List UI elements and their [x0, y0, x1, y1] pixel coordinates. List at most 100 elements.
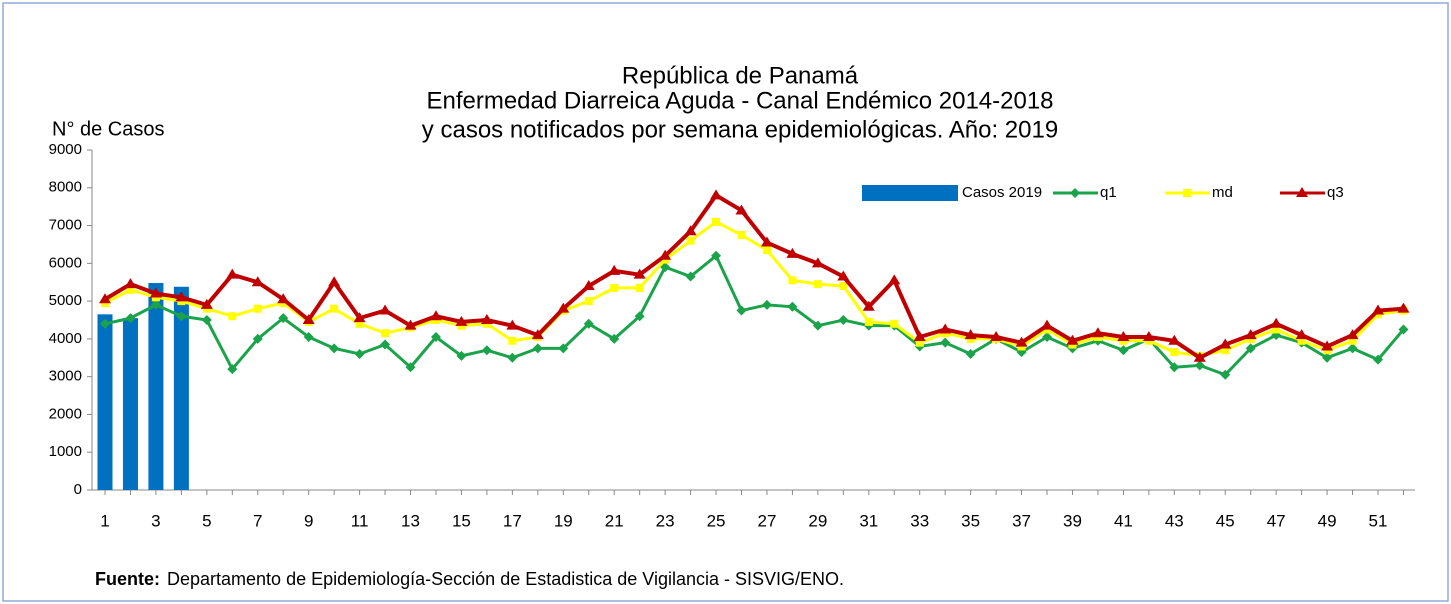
- x-tick-label: 23: [656, 511, 675, 530]
- marker: [609, 333, 620, 344]
- legend-swatch: [862, 185, 958, 201]
- x-tick-label: 19: [554, 511, 573, 530]
- marker: [253, 304, 262, 313]
- marker: [1193, 351, 1206, 362]
- marker: [839, 282, 848, 290]
- marker: [277, 293, 290, 304]
- marker: [302, 314, 315, 324]
- marker: [380, 339, 391, 350]
- marker: [455, 315, 468, 326]
- x-tick-label: 13: [401, 511, 420, 530]
- x-tick-label: 33: [910, 511, 929, 530]
- marker: [379, 304, 392, 315]
- marker: [736, 305, 747, 316]
- chart-title: Enfermedad Diarreica Aguda - Canal Endém…: [426, 87, 1053, 114]
- marker: [149, 287, 162, 298]
- marker: [558, 343, 569, 354]
- x-tick-label: 17: [503, 511, 522, 530]
- legend-label: q3: [1327, 184, 1344, 201]
- marker: [684, 225, 697, 236]
- y-tick-label: 0: [74, 481, 82, 498]
- marker: [1042, 332, 1053, 342]
- marker: [710, 189, 723, 200]
- marker: [175, 291, 188, 302]
- legend-label: md: [1212, 184, 1233, 201]
- marker: [303, 332, 314, 342]
- x-tick-label: 39: [1063, 511, 1082, 530]
- marker: [404, 319, 417, 330]
- marker: [737, 231, 746, 239]
- marker: [1170, 348, 1179, 357]
- marker: [355, 319, 364, 328]
- x-tick-label: 15: [452, 511, 471, 530]
- marker: [582, 280, 595, 290]
- marker: [506, 319, 519, 330]
- bar: [148, 282, 164, 490]
- marker: [864, 317, 873, 326]
- marker: [226, 268, 239, 279]
- marker: [1194, 360, 1205, 371]
- marker: [915, 338, 924, 347]
- marker: [201, 315, 212, 325]
- marker: [686, 236, 695, 245]
- marker: [1397, 302, 1410, 313]
- x-tick-label: 11: [351, 511, 369, 530]
- marker: [939, 323, 952, 334]
- marker: [330, 304, 339, 313]
- marker: [329, 343, 340, 354]
- marker: [888, 274, 901, 285]
- marker: [1091, 327, 1104, 338]
- legend-marker: [1183, 189, 1191, 197]
- line-md: [104, 220, 1404, 358]
- marker: [125, 313, 136, 324]
- x-tick-label: 43: [1165, 511, 1184, 530]
- marker: [940, 337, 951, 348]
- legend-label: q1: [1100, 184, 1117, 201]
- marker: [251, 276, 264, 287]
- legend-marker: [1296, 187, 1308, 197]
- x-tick-label: 21: [605, 511, 624, 530]
- marker: [786, 247, 799, 258]
- marker: [456, 350, 467, 361]
- marker: [635, 283, 644, 292]
- line-q1: [104, 253, 1405, 377]
- marker: [430, 332, 441, 342]
- marker: [837, 270, 850, 281]
- x-tick-label: 3: [151, 511, 160, 530]
- marker: [1168, 334, 1181, 345]
- chart-title: y casos notificados por semana epidemiol…: [422, 116, 1058, 143]
- legend-label: Casos 2019: [962, 184, 1042, 201]
- marker: [1398, 324, 1409, 335]
- marker: [965, 349, 976, 359]
- legend-marker: [1070, 188, 1080, 198]
- marker: [1346, 329, 1359, 340]
- marker: [1041, 319, 1054, 330]
- marker: [633, 268, 646, 279]
- marker: [1142, 331, 1155, 341]
- x-tick-label: 37: [1012, 511, 1031, 530]
- marker: [405, 362, 416, 373]
- marker: [354, 349, 365, 359]
- marker: [1244, 329, 1257, 340]
- marker: [584, 297, 593, 306]
- x-tick-label: 1: [100, 511, 109, 530]
- y-tick-label: 8000: [49, 179, 82, 196]
- x-tick-label: 35: [961, 511, 980, 530]
- marker: [712, 217, 721, 226]
- marker: [100, 318, 110, 329]
- marker: [557, 302, 570, 313]
- marker: [788, 276, 797, 285]
- marker: [126, 285, 135, 294]
- marker: [813, 280, 822, 289]
- y-tick-label: 3000: [49, 368, 82, 385]
- marker: [735, 204, 748, 215]
- x-tick-label: 47: [1267, 511, 1286, 530]
- y-tick-label: 5000: [49, 292, 82, 309]
- y-tick-label: 9000: [49, 141, 82, 158]
- marker: [228, 312, 237, 321]
- y-tick-label: 6000: [49, 254, 82, 271]
- marker: [1245, 343, 1256, 354]
- x-tick-label: 27: [757, 511, 776, 530]
- marker: [610, 283, 619, 292]
- marker: [711, 250, 722, 261]
